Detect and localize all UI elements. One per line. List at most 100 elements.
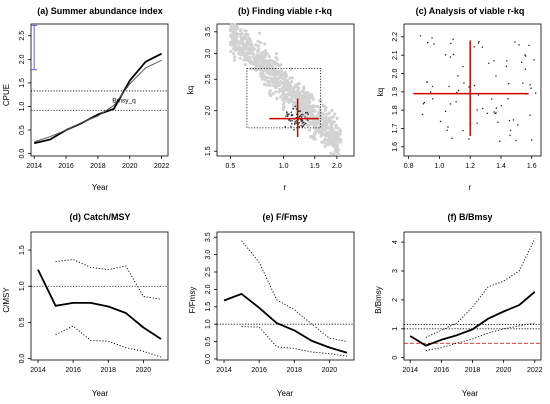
panel-c-xlabel: r <box>469 183 472 192</box>
panel-b-cloud-point <box>240 46 244 50</box>
panel-b-cloud-point <box>330 134 334 138</box>
panel-b-cloud-point <box>286 79 290 83</box>
panel-b-cloud-point <box>317 122 321 126</box>
panel-c-viable-point <box>444 110 447 112</box>
panel-e-y-tick-label: 0.5 <box>205 337 212 347</box>
panel-b-cloud-point <box>234 32 238 36</box>
panel-d-x-tick-label: 2020 <box>136 367 152 374</box>
panel-b-cloud-point <box>238 56 242 60</box>
panel-b-cloud-point <box>248 48 252 52</box>
panel-b-cloud-point <box>313 132 317 136</box>
panel-b-cloud-point <box>254 57 258 61</box>
panel-b-viable-point <box>303 123 306 126</box>
panel-c-viable-point <box>468 86 470 88</box>
panel-b-viable-point <box>291 119 293 122</box>
panel-c-viable-point <box>478 40 480 43</box>
panel-b-cloud-point <box>284 93 288 97</box>
panel-a-x-tick-label: 2014 <box>26 163 42 170</box>
panel-b-viable-point <box>306 111 309 114</box>
panel-c-viable-point <box>447 126 449 128</box>
panel-a-x-tick-label: 2016 <box>58 163 74 170</box>
panel-c-viable-point <box>476 122 478 124</box>
panel-b-cloud-point <box>275 71 279 76</box>
panel-b-viable-point <box>300 113 303 116</box>
panel-e-y-tick-label: 2.0 <box>205 284 212 294</box>
panel-e-y-tick-label: 1.0 <box>205 319 212 329</box>
panel-b-cloud-point <box>311 108 315 113</box>
panel-b-y-tick-label: 1.5 <box>205 146 212 156</box>
panel-d-title: (d) Catch/MSY <box>69 212 130 222</box>
panel-c-viable-point <box>423 101 425 104</box>
panel-b-cloud-point <box>265 69 269 74</box>
panel-e-x-tick-label: 2014 <box>216 367 232 374</box>
panel-b-cloud-point <box>279 95 283 99</box>
panel-b-cloud-point <box>335 126 339 130</box>
panel-b-cloud-point <box>274 56 278 60</box>
panel-b-cloud-point <box>261 50 265 54</box>
panel-b-viable-point <box>290 125 292 128</box>
panel-a-series-line <box>33 52 163 145</box>
panel-b-cloud-point <box>323 144 327 148</box>
panel-c-x-tick-label: 1.2 <box>465 163 475 170</box>
panel-c-viable-point <box>468 138 470 140</box>
panel-b-cloud-point <box>303 92 307 96</box>
panel-a-title: (a) Summer abundance index <box>37 6 163 16</box>
panel-d-series-line <box>37 269 162 340</box>
panel-b-cloud-point <box>278 75 282 79</box>
panel-e-x-tick-label: 2018 <box>286 367 302 374</box>
panel-b-cloud-point <box>258 31 262 35</box>
panel-b-cloud-point <box>312 124 316 128</box>
panel-b-cloud-point <box>338 137 342 141</box>
panel-c-viable-point <box>522 82 524 84</box>
panel-b-cloud-point <box>281 97 285 102</box>
panel-c-viable-point <box>507 98 509 100</box>
panel-c-x-tick-label: 1.0 <box>435 163 445 170</box>
panel-c-viable-point <box>452 38 454 41</box>
panel-b-cloud-point <box>267 65 271 69</box>
panel-b-cloud-point <box>290 76 294 80</box>
panel-a-y-tick-label: 1.0 <box>19 102 26 112</box>
panel-c-viable-point <box>426 81 428 83</box>
panel-b-cloud-point <box>286 97 290 101</box>
panel-e-plot-frame <box>216 231 355 361</box>
panel-b-cloud-point <box>246 46 250 50</box>
panel-c-viable-point <box>486 112 488 114</box>
panel-c-viable-point <box>455 101 457 103</box>
panel-b-viable-point <box>284 126 287 128</box>
panel-b-y-tick-label: 3.5 <box>205 27 212 37</box>
panel-b-cloud-point <box>315 104 319 109</box>
panel-b-viable-point <box>301 116 303 118</box>
panel-b-viable-point <box>298 116 301 118</box>
panel-b-cloud-point <box>279 80 283 84</box>
panel-c-plot-frame <box>403 23 542 157</box>
panel-b-cloud-point <box>307 123 311 127</box>
panel-d-x-tick-label: 2016 <box>65 367 81 374</box>
panel-e-y-tick-label: 3.5 <box>205 232 212 242</box>
panel-c-x-tick-label: 1.4 <box>496 163 506 170</box>
panel-b-cloud-point <box>229 49 233 54</box>
panel-c-viable-point <box>457 90 460 92</box>
panel-f-y-tick-label: 0 <box>392 356 399 360</box>
panel-b-cloud-point <box>296 92 300 96</box>
panel-c-viable-point <box>529 114 531 116</box>
panel-b-cloud-point <box>308 107 312 111</box>
panel-c-viable-point <box>535 92 537 94</box>
panel-b-cloud-point <box>249 67 253 71</box>
panel-b-plot-frame <box>216 23 355 157</box>
panel-b-cloud-point <box>302 104 306 108</box>
panel-b-cloud-point <box>304 96 308 100</box>
panel-c-viable-point <box>512 119 515 121</box>
panel-d-x-tick-label: 2018 <box>100 367 116 374</box>
panel-c-y-tick-label: 1.7 <box>392 124 399 134</box>
panel-f-y-tick-label: 1 <box>392 327 399 331</box>
panel-b-cloud-point <box>243 28 247 33</box>
panel-b-cloud-point <box>322 120 326 125</box>
panel-c-viable-point <box>451 137 453 139</box>
panel-a-y-tick-label: 2.5 <box>19 31 26 41</box>
panel-b-cloud-point <box>260 77 264 81</box>
panel-b-cloud-point <box>228 42 233 46</box>
panel-b-prior-box <box>246 67 322 129</box>
panel-c-viable-point <box>525 55 527 57</box>
panel-b-cloud-point <box>330 108 334 113</box>
panel-f-x-tick-label: 2018 <box>465 367 481 374</box>
